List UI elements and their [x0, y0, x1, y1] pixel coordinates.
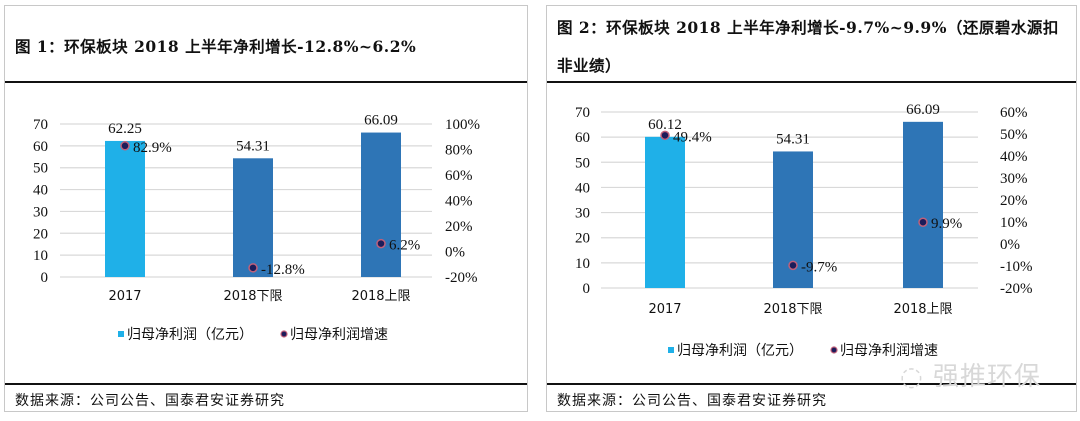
- y-right-tick-label: -10%: [1000, 259, 1033, 275]
- figure-1-title: 图 1：环保板块 2018 上半年净利增长-12.8%~6.2%: [15, 37, 417, 56]
- growth-value-label: 49.4%: [673, 129, 712, 145]
- bar-value-label: 62.25: [108, 121, 142, 137]
- y-left-tick-label: 70: [575, 105, 590, 121]
- y-right-tick-label: 60%: [445, 168, 473, 184]
- y-right-tick-label: 0%: [1000, 237, 1020, 253]
- y-right-tick-label: -20%: [445, 270, 478, 286]
- bar-value-label: 54.31: [236, 138, 270, 154]
- y-right-tick-label: -20%: [1000, 281, 1033, 297]
- y-right-tick-label: 40%: [445, 194, 473, 210]
- bar-2018下限: [233, 158, 273, 277]
- growth-point-2017: [120, 141, 130, 151]
- title-divider: [5, 81, 527, 83]
- legend-point-label: 归母净利润增速: [840, 342, 938, 359]
- growth-value-label: 6.2%: [389, 238, 420, 254]
- category-label: 2018下限: [763, 302, 822, 317]
- growth-value-label: -9.7%: [801, 259, 837, 275]
- category-label: 2017: [108, 289, 141, 304]
- y-left-tick-label: 20: [575, 231, 590, 247]
- y-left-tick-label: 50: [33, 161, 48, 177]
- y-left-tick-label: 20: [33, 226, 48, 242]
- y-right-tick-label: 20%: [445, 219, 473, 235]
- growth-point-2018上限: [918, 217, 928, 227]
- growth-point-2017: [660, 130, 670, 141]
- category-label: 2018上限: [893, 302, 952, 317]
- growth-point-2018下限: [788, 260, 798, 271]
- legend-bar-swatch: [668, 347, 674, 353]
- y-left-tick-label: 60: [575, 130, 590, 146]
- legend-bar-label: 归母净利润（亿元）: [677, 342, 803, 359]
- y-left-tick-label: 0: [583, 281, 591, 297]
- growth-value-label: -12.8%: [261, 262, 305, 278]
- bar-2018上限: [903, 121, 943, 288]
- legend-point-swatch: [830, 346, 838, 354]
- y-left-tick-label: 30: [575, 206, 590, 222]
- source-divider: [547, 383, 1076, 385]
- watermark-text: 强推环保: [932, 362, 1041, 392]
- y-right-tick-label: 60%: [1000, 105, 1028, 121]
- title-divider: [547, 81, 1076, 83]
- y-left-tick-label: 0: [41, 270, 49, 286]
- bar-value-label: 54.31: [776, 131, 810, 147]
- y-right-tick-label: 100%: [445, 117, 480, 133]
- y-right-tick-label: 30%: [1000, 171, 1028, 187]
- figure-1-source: 数据来源：公司公告、国泰君安证券研究: [15, 393, 285, 409]
- legend-point-swatch: [280, 330, 288, 338]
- y-left-tick-label: 10: [33, 248, 48, 264]
- y-left-tick-label: 50: [575, 155, 590, 171]
- category-label: 2017: [648, 302, 681, 317]
- figure-2-panel: 图 2：环保板块 2018 上半年净利增长-9.7%~9.9%（还原碧水源扣非业…: [546, 5, 1077, 412]
- bar-2017: [105, 140, 145, 277]
- legend-bar-label: 归母净利润（亿元）: [127, 326, 253, 343]
- bar-value-label: 66.09: [906, 102, 940, 118]
- y-left-tick-label: 60: [33, 139, 48, 155]
- y-left-tick-label: 30: [33, 204, 48, 220]
- bar-value-label: 66.09: [364, 113, 398, 129]
- y-left-tick-label: 40: [33, 183, 48, 199]
- y-left-tick-label: 40: [575, 180, 590, 196]
- y-left-tick-label: 70: [33, 117, 48, 133]
- bar-2018上限: [361, 132, 401, 277]
- growth-value-label: 82.9%: [133, 140, 172, 156]
- bar-2017: [645, 136, 685, 288]
- y-right-tick-label: 10%: [1000, 215, 1028, 231]
- figure-1-panel: 图 1：环保板块 2018 上半年净利增长-12.8%~6.2% 数据来源：公司…: [4, 5, 528, 412]
- figure-2-title: 图 2：环保板块 2018 上半年净利增长-9.7%~9.9%（还原碧水源扣非业…: [557, 18, 1059, 75]
- growth-point-2018下限: [248, 263, 258, 273]
- legend-bar-swatch: [118, 331, 124, 337]
- category-label: 2018上限: [351, 289, 410, 304]
- watermark-logo: ◌ 强推环保: [900, 362, 1041, 392]
- figure-2-source: 数据来源：公司公告、国泰君安证券研究: [557, 393, 827, 409]
- y-right-tick-label: 80%: [445, 143, 473, 159]
- y-right-tick-label: 0%: [445, 245, 465, 261]
- y-left-tick-label: 10: [575, 256, 590, 272]
- category-label: 2018下限: [223, 289, 282, 304]
- y-right-tick-label: 40%: [1000, 149, 1028, 165]
- source-divider: [5, 383, 527, 385]
- legend-point-label: 归母净利润增速: [290, 326, 388, 343]
- bar-value-label: 60.12: [648, 117, 682, 133]
- y-right-tick-label: 50%: [1000, 127, 1028, 143]
- y-right-tick-label: 20%: [1000, 193, 1028, 209]
- growth-point-2018上限: [376, 238, 386, 249]
- growth-value-label: 9.9%: [931, 216, 962, 232]
